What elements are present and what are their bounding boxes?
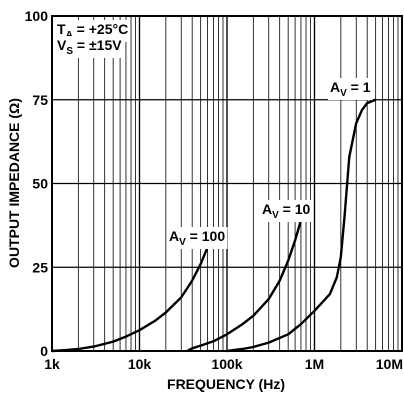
x-tick-label: 1M (305, 356, 324, 372)
x-tick-label: 10M (376, 356, 403, 372)
series-label: AV = 10 (260, 200, 313, 222)
plot-frame (51, 15, 403, 352)
svg-text:TA = +25°C: TA = +25°C (57, 21, 128, 41)
series-line (186, 219, 303, 353)
conditions-annotation: TA = +25°CVS = ±15V (55, 20, 131, 58)
y-tick-label: 75 (32, 92, 48, 108)
series-label: AV = 1 (328, 78, 373, 100)
svg-text:AV = 1: AV = 1 (330, 79, 371, 99)
svg-text:AV = 100: AV = 100 (169, 228, 225, 248)
y-tick-label: 0 (40, 343, 48, 359)
series-label: AV = 100 (167, 227, 228, 249)
grid (51, 15, 403, 352)
curves (51, 98, 377, 353)
y-tick-label: 100 (25, 8, 49, 24)
y-tick-label: 50 (32, 176, 48, 192)
x-tick-label: 100k (211, 356, 242, 372)
x-tick-label: 1k (44, 356, 60, 372)
series-line (51, 246, 209, 353)
svg-text:VS = ±15V: VS = ±15V (57, 37, 122, 57)
y-tick-label: 25 (32, 259, 48, 275)
x-tick-label: 10k (128, 356, 152, 372)
series-labels: AV = 100 AV = 10 AV = 1 (167, 78, 373, 249)
series-line (226, 98, 377, 353)
y-tick-labels: 0 25 50 75 100 (25, 8, 49, 359)
condition-line: VS = ±15V (55, 36, 125, 58)
y-axis-title: OUTPUT IMPEDANCE (Ω) (6, 98, 22, 268)
svg-text:AV = 10: AV = 10 (262, 201, 311, 221)
x-axis-title: FREQUENCY (Hz) (167, 376, 285, 392)
x-tick-labels: 1k 10k 100k 1M 10M (44, 356, 403, 372)
